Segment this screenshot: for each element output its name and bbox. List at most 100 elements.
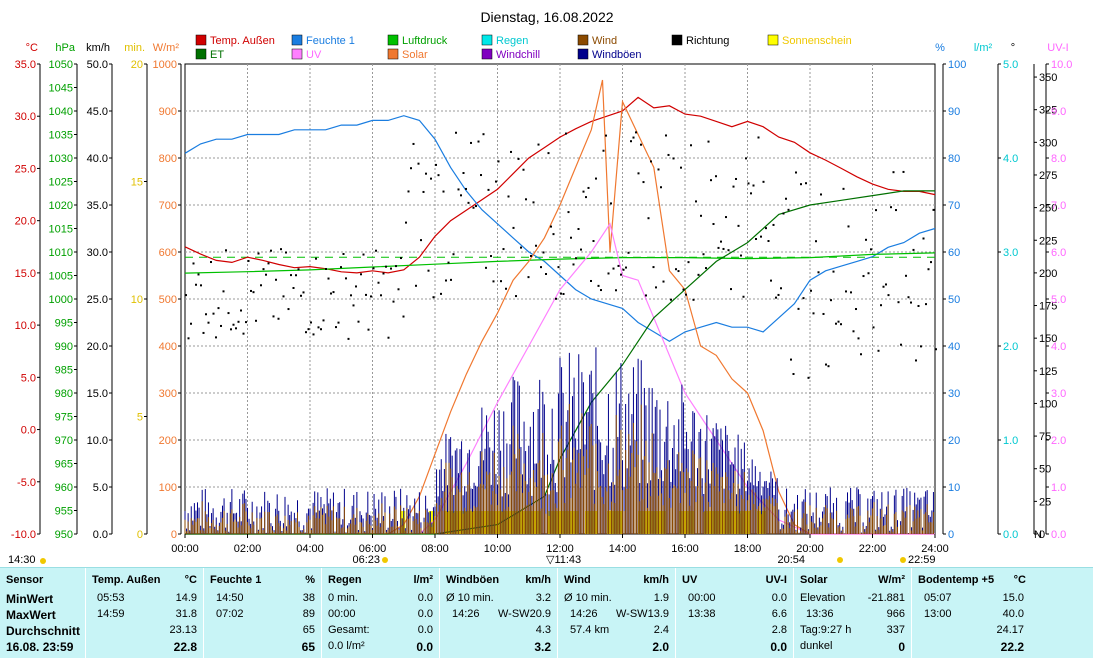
- direction-dot: [925, 303, 927, 306]
- direction-dot: [727, 249, 730, 252]
- stats-humidity: Feuchte 1% 14:50 38 07:02 89 65 65: [204, 568, 322, 658]
- right-axis-tick-label: 90: [948, 106, 960, 118]
- stats-temp: Temp. Außen °C 05:53 14.9 14:59 31.8 23.13 …: [86, 568, 204, 658]
- direction-dot: [222, 290, 225, 293]
- left-axis-tick-label: 15: [131, 177, 143, 189]
- stats-sensor-header: Sensor: [6, 574, 44, 586]
- direction-dot: [760, 235, 762, 238]
- direction-dot: [552, 233, 555, 236]
- right-axis-tick-label: 7.0: [1051, 200, 1066, 212]
- gusts-max-time: 14:26: [452, 608, 480, 620]
- right-axes: %1009080706050403020100l/m²5.04.03.02.01…: [935, 42, 1072, 541]
- direction-dot: [305, 331, 307, 334]
- direction-dot: [187, 337, 190, 340]
- direction-dot: [570, 236, 572, 239]
- stats-uv: UV UV-I 00:00 0.0 13:38 6.6 2.8 0.0: [676, 568, 794, 658]
- direction-dot: [457, 188, 460, 191]
- left-axis-tick-label: 20: [131, 59, 143, 71]
- direction-dot: [645, 294, 647, 297]
- x-tick-label: 08:00: [421, 543, 449, 555]
- direction-dot: [890, 206, 892, 209]
- right-axis-tick-label: 10: [948, 482, 960, 494]
- rain-unit: l/m²: [413, 574, 433, 586]
- direction-dot: [642, 181, 645, 184]
- direction-dot: [210, 261, 212, 264]
- direction-dot: [592, 240, 595, 243]
- direction-dot: [637, 172, 640, 175]
- direction-dot: [312, 333, 315, 336]
- row-label-avg: Durchschnitt: [6, 624, 81, 638]
- direction-dot: [292, 286, 295, 289]
- legend-label: Regen: [496, 35, 528, 47]
- direction-dot: [897, 301, 900, 304]
- direction-dot: [667, 153, 670, 156]
- row-label-current: 16.08. 23:59: [6, 640, 74, 654]
- stats-solar: Solar W/m² Elevation -21.881 13:36 966 Tag:…: [794, 568, 912, 658]
- direction-dot: [527, 276, 530, 279]
- x-tick-label: 06:00: [359, 543, 387, 555]
- sunrise-time: 06:23: [352, 554, 380, 566]
- direction-dot: [477, 140, 480, 143]
- x-tick-label: 24:00: [921, 543, 949, 555]
- direction-dot: [932, 208, 935, 211]
- rain-r1-label: 0 min.: [328, 592, 358, 604]
- direction-dot: [650, 160, 652, 163]
- direction-dot: [372, 267, 375, 270]
- left-axis-tick-label: 30.0: [87, 247, 108, 259]
- direction-dot: [285, 251, 287, 254]
- temp-max-time: 14:59: [97, 608, 125, 620]
- x-tick-label: 18:00: [734, 543, 762, 555]
- marker-left-time: 14:30: [8, 554, 36, 566]
- legend-label: Sonnenschein: [782, 35, 852, 47]
- direction-dot: [390, 267, 392, 270]
- left-axis-tick-label: 45.0: [87, 106, 108, 118]
- direction-dot: [597, 284, 600, 287]
- direction-dot: [325, 267, 327, 270]
- direction-dot: [517, 157, 520, 160]
- sunset-icon: [837, 557, 843, 563]
- legend-label: Windchill: [496, 49, 540, 61]
- direction-dot: [740, 254, 742, 257]
- direction-dot: [782, 212, 785, 215]
- direction-dot: [240, 309, 242, 312]
- direction-dot: [455, 131, 457, 134]
- direction-dot: [397, 288, 400, 291]
- uv-min-val: 0.0: [771, 592, 787, 604]
- row-label-max: MaxWert: [6, 608, 56, 622]
- direction-dot: [677, 270, 680, 273]
- direction-dot: [795, 171, 797, 174]
- left-axis-tick-label: 1050: [49, 59, 73, 71]
- direction-dot: [855, 308, 857, 311]
- direction-dot: [717, 246, 720, 249]
- direction-dot: [920, 345, 922, 348]
- direction-dot: [302, 291, 305, 294]
- direction-dot: [722, 247, 725, 250]
- direction-dot: [365, 293, 367, 296]
- direction-dot: [900, 343, 902, 346]
- legend-swatch: [387, 48, 399, 60]
- direction-dot: [442, 190, 445, 193]
- soil-min-time: 05:07: [924, 592, 952, 604]
- left-axis-tick-label: 600: [159, 247, 177, 259]
- direction-dot: [852, 330, 855, 333]
- direction-dot: [817, 271, 820, 274]
- direction-dot: [857, 337, 860, 340]
- direction-dot: [377, 281, 380, 284]
- direction-dot: [367, 328, 370, 331]
- rain-r3-val: 0.0: [417, 624, 433, 636]
- direction-dot: [730, 288, 732, 291]
- direction-dot: [595, 177, 597, 180]
- legend-label: Feuchte 1: [306, 35, 355, 47]
- direction-dot: [440, 292, 442, 295]
- wind-max-time: 14:26: [570, 608, 598, 620]
- left-axis-tick-label: 300: [159, 388, 177, 400]
- direction-dot: [562, 292, 565, 295]
- direction-dot: [235, 327, 237, 330]
- left-axis-tick-label: 500: [159, 294, 177, 306]
- legend-swatch: [767, 34, 779, 46]
- gusts-max-dir: W-SW: [498, 608, 530, 620]
- legend-swatch: [291, 48, 303, 60]
- soil-max-time: 13:00: [924, 608, 952, 620]
- direction-dot: [512, 226, 515, 229]
- direction-dot: [545, 273, 547, 276]
